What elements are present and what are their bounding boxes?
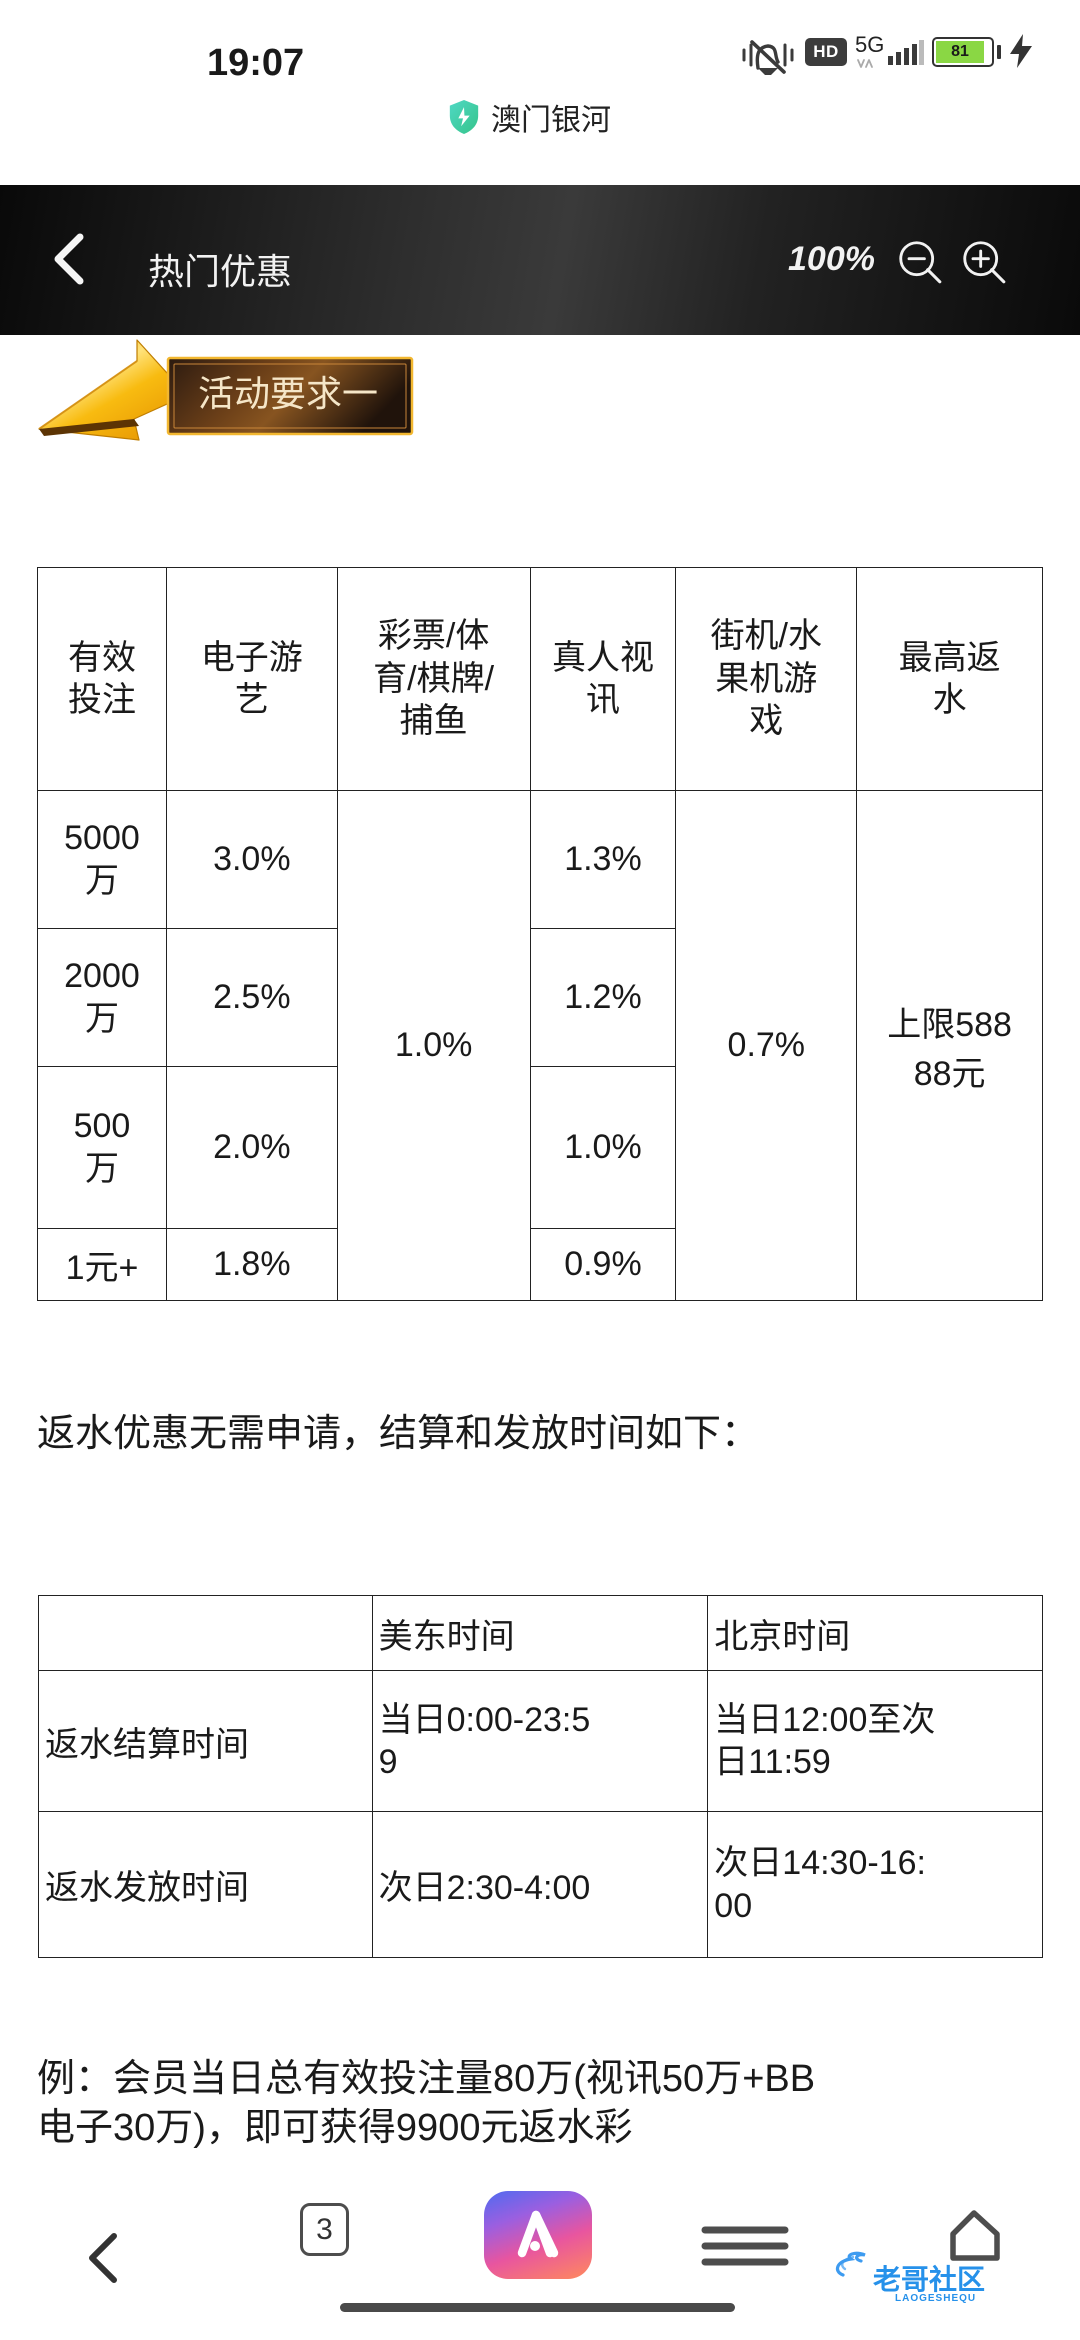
svg-text:活动要求一: 活动要求一 — [198, 365, 378, 417]
